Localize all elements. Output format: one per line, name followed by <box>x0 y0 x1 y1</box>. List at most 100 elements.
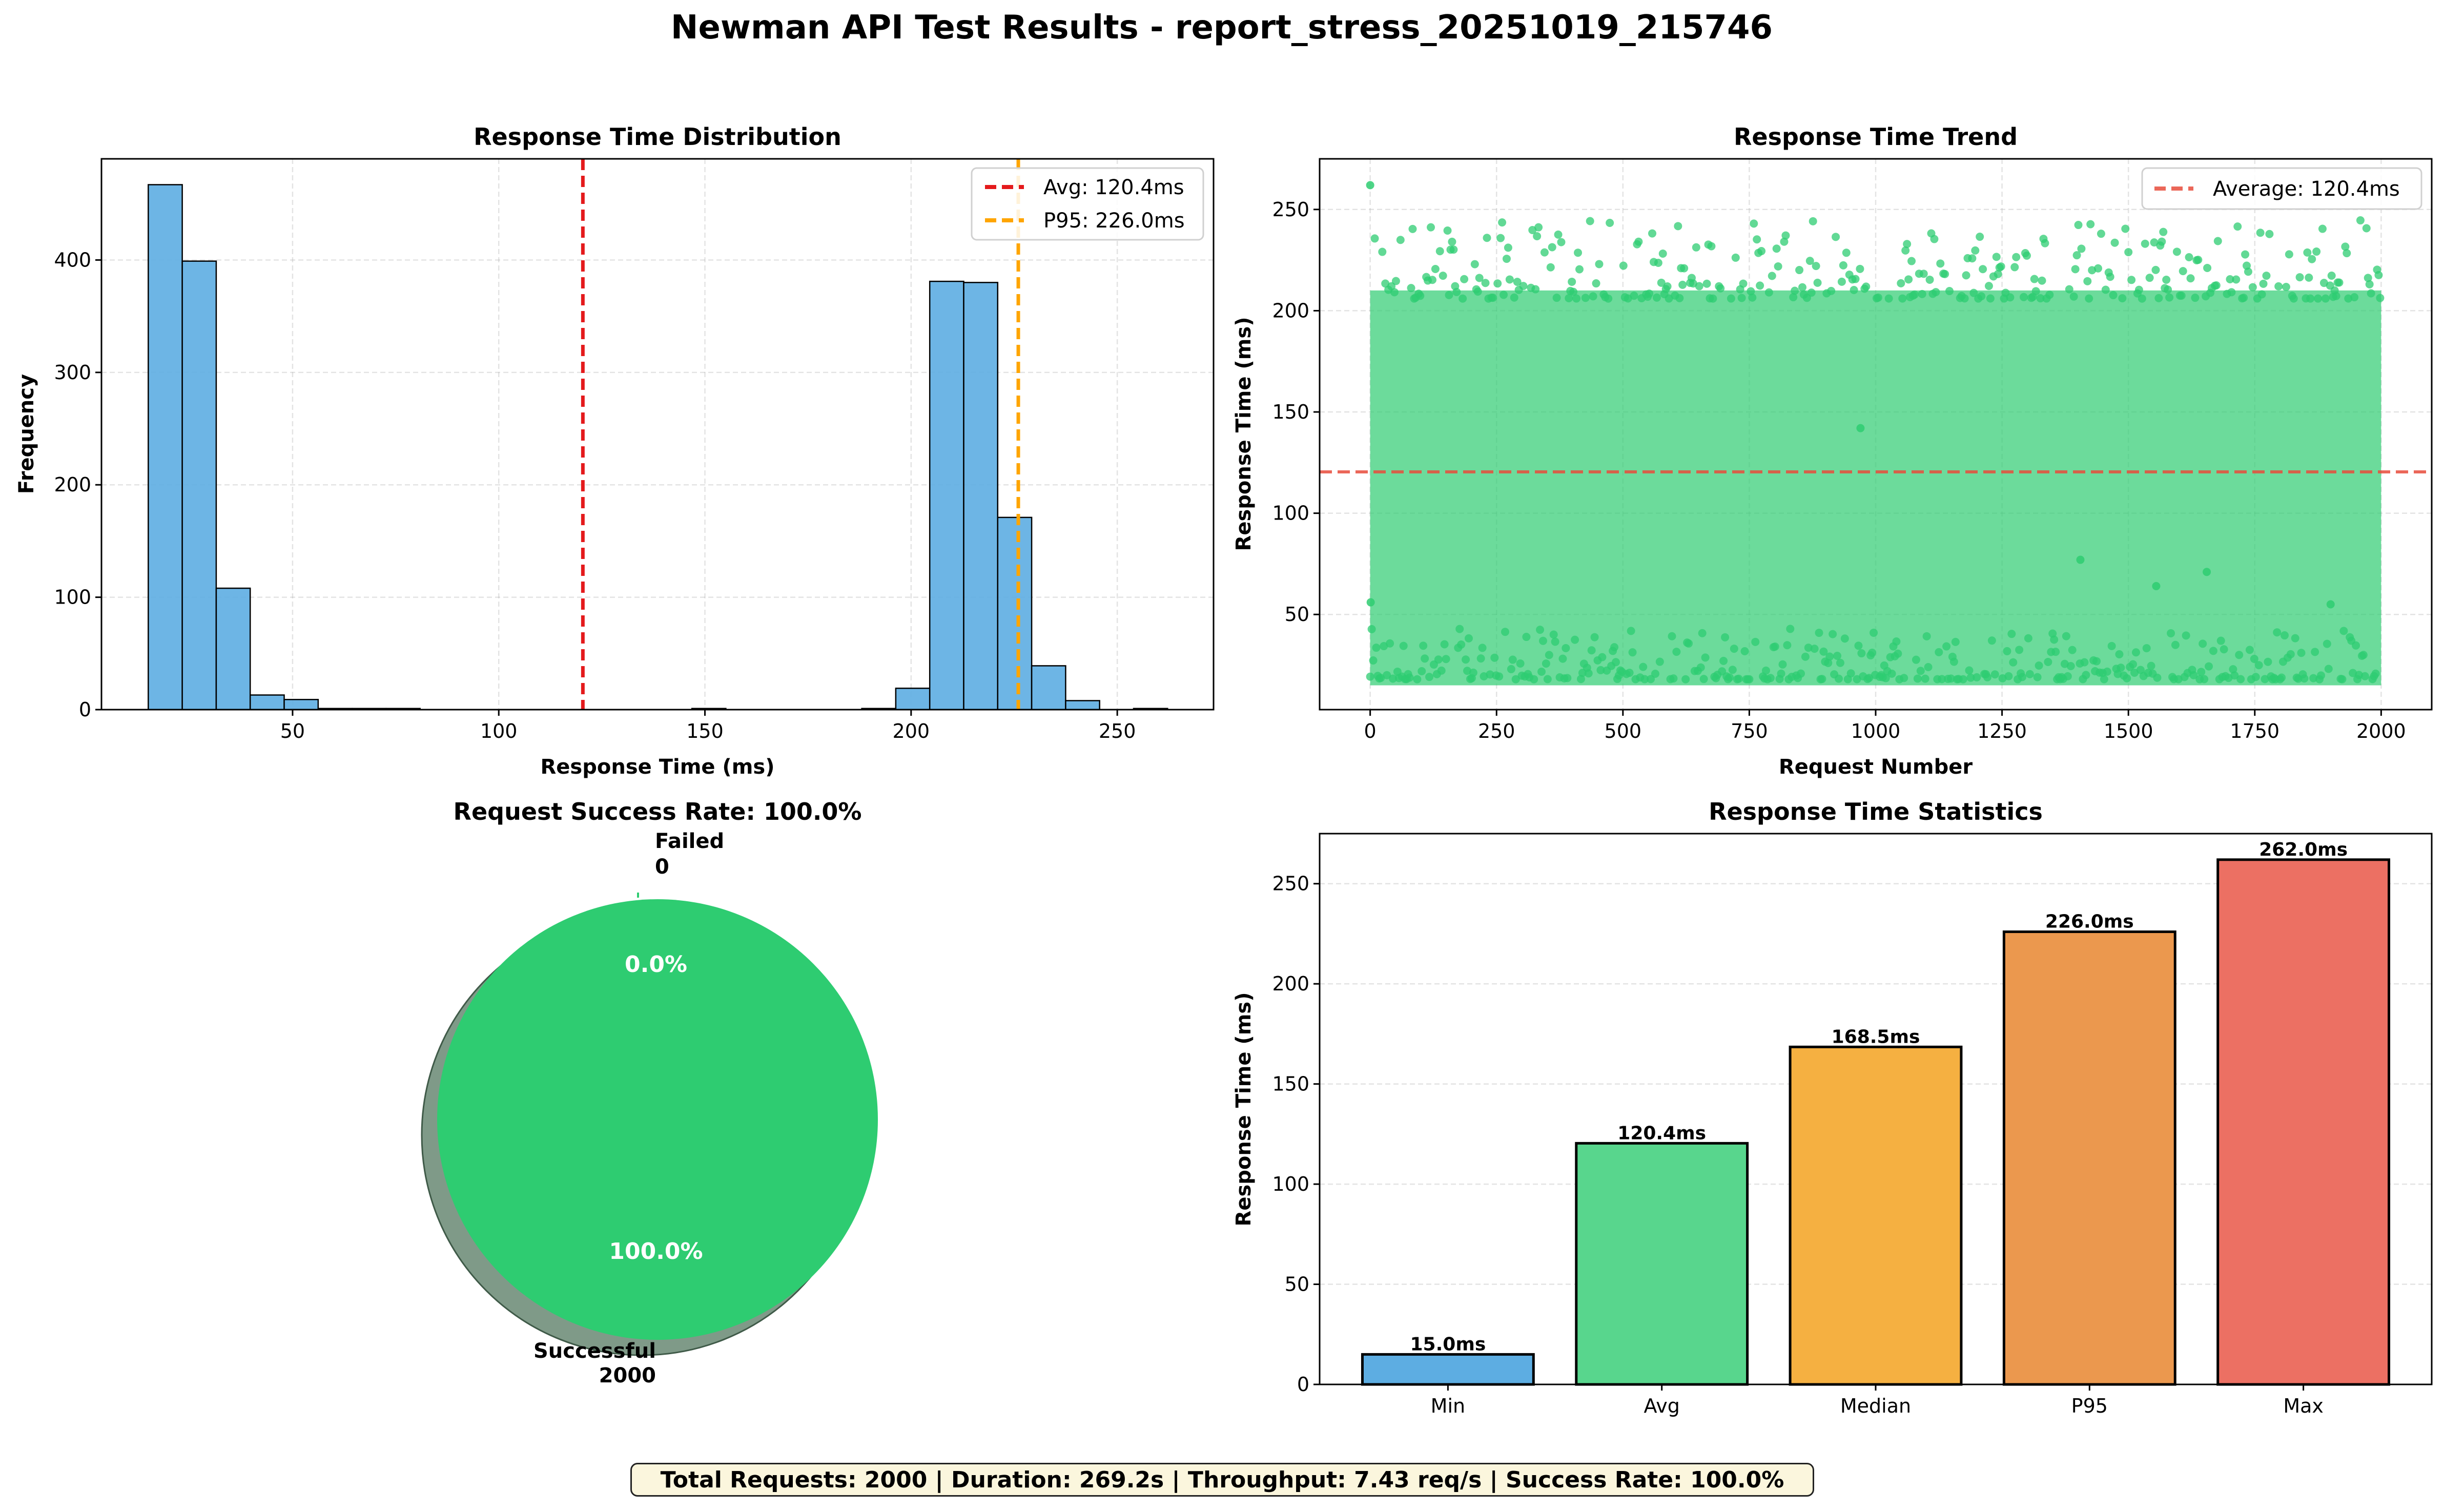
trend-point <box>1748 293 1757 302</box>
stats-bar-p95 <box>2002 930 2176 1386</box>
trend-point <box>2280 631 2289 640</box>
trend-point <box>1725 673 1734 682</box>
trend-point <box>1459 294 1467 303</box>
trend-point <box>1647 675 1655 683</box>
trend-point <box>1951 637 1960 646</box>
trend-point <box>1557 238 1566 246</box>
trend-point <box>1727 294 1735 303</box>
trend-point <box>2086 220 2095 229</box>
trend-point <box>2335 278 2344 287</box>
histogram-xtick-label: 200 <box>893 720 930 742</box>
trend-point <box>2220 645 2228 654</box>
histogram-bar <box>148 184 183 711</box>
trend-point <box>1756 281 1764 290</box>
stats-ticks: Min Avg Median P95 Max 0 50 100 150 200 250 <box>1272 873 2323 1417</box>
trend-point <box>1678 280 1687 289</box>
trend-point <box>1531 285 1540 294</box>
trend-point <box>1665 294 1673 303</box>
trend-point <box>1971 246 1980 255</box>
trend-point <box>2167 629 2175 637</box>
trend-point <box>2062 632 2070 640</box>
trend-point <box>2277 673 2286 682</box>
stats-xtick-label: Avg <box>1644 1395 1679 1417</box>
trend-point <box>2227 288 2236 297</box>
trend-point <box>2123 674 2131 682</box>
trend-point <box>1698 629 1707 637</box>
trend-point <box>2197 668 2206 676</box>
stats-bar-label: 120.4ms <box>1617 1123 1706 1144</box>
trend-point <box>1399 641 1408 650</box>
trend-point <box>2240 294 2248 302</box>
trend-point <box>1435 247 1444 256</box>
trend-point <box>1538 636 1547 645</box>
stats-ytick-label: 250 <box>1272 873 1309 895</box>
trend-point <box>1469 668 1477 677</box>
trend-point <box>1774 262 1782 271</box>
trend-point <box>1546 263 1555 272</box>
trend-point <box>2077 244 2086 253</box>
trend-point <box>2257 290 2266 299</box>
trend-xtick-label: 2000 <box>2356 720 2406 742</box>
trend-point <box>1868 648 1877 657</box>
trend-point <box>2264 657 2272 666</box>
trend-point <box>1584 669 1593 678</box>
trend-point <box>1968 254 1977 263</box>
trend-point <box>1619 261 1628 270</box>
trend-point <box>1378 247 1387 256</box>
trend-point <box>1701 653 1710 662</box>
trend-xtick-label: 500 <box>1605 720 1642 742</box>
trend-point <box>1648 229 1657 238</box>
trend-point <box>2158 237 2166 246</box>
trend-point <box>2371 669 2380 678</box>
trend-point <box>1425 673 1434 681</box>
trend-point <box>1437 666 1446 675</box>
trend-legend-box <box>2141 167 2422 210</box>
trend-point <box>2141 239 2149 248</box>
trend-point <box>1777 669 1785 678</box>
trend-point <box>2065 285 2073 294</box>
trend-point <box>1901 246 1910 255</box>
stats-panel: 15.0ms 120.4ms 168.5ms 226.0ms 262.0ms Min Av… <box>1232 798 2433 1417</box>
trend-point <box>2232 275 2241 284</box>
trend-point <box>1924 663 1933 672</box>
trend-point <box>1457 640 1466 649</box>
trend-point <box>1595 260 1604 268</box>
trend-point <box>1734 674 1743 683</box>
trend-point <box>2165 293 2174 302</box>
trend-point <box>1572 294 1581 303</box>
trend-point <box>1850 285 1858 294</box>
trend-point <box>1590 633 1599 641</box>
trend-point <box>1625 669 1634 677</box>
trend-point <box>2297 649 2306 657</box>
trend-point <box>1930 235 1939 243</box>
trend-point <box>2010 263 2019 272</box>
stats-xtick-label: Max <box>2283 1395 2324 1417</box>
trend-point <box>1681 675 1690 683</box>
trend-point <box>1504 243 1512 252</box>
trend-point <box>2236 675 2245 683</box>
pie-slice-successful <box>437 899 878 1340</box>
trend-point <box>2321 294 2330 303</box>
trend-point <box>1589 292 1597 301</box>
trend-point <box>1910 290 1919 299</box>
trend-point <box>1747 287 1755 296</box>
trend-point <box>1797 669 1805 678</box>
stats-ytick-label: 150 <box>1272 1073 1309 1095</box>
trend-point <box>2041 239 2049 247</box>
histogram-bar <box>1031 665 1066 711</box>
trend-point <box>2203 263 2212 272</box>
trend-point <box>1834 674 1843 683</box>
trend-point <box>2106 273 2114 281</box>
stats-xtick-label: Min <box>1431 1395 1465 1417</box>
trend-point <box>1443 226 1452 235</box>
trend-point <box>1772 244 1781 253</box>
trend-point <box>1522 633 1531 641</box>
pie-successful-label: Successful <box>533 1339 656 1363</box>
trend-point <box>2131 648 2140 657</box>
trend-point <box>2295 273 2304 282</box>
trend-point <box>1854 641 1863 650</box>
histogram-xtick-label: 100 <box>480 720 518 742</box>
pie-successful-pct: 100.0% <box>609 1238 703 1265</box>
trend-point <box>1990 670 1999 679</box>
trend-point <box>1913 674 1922 683</box>
